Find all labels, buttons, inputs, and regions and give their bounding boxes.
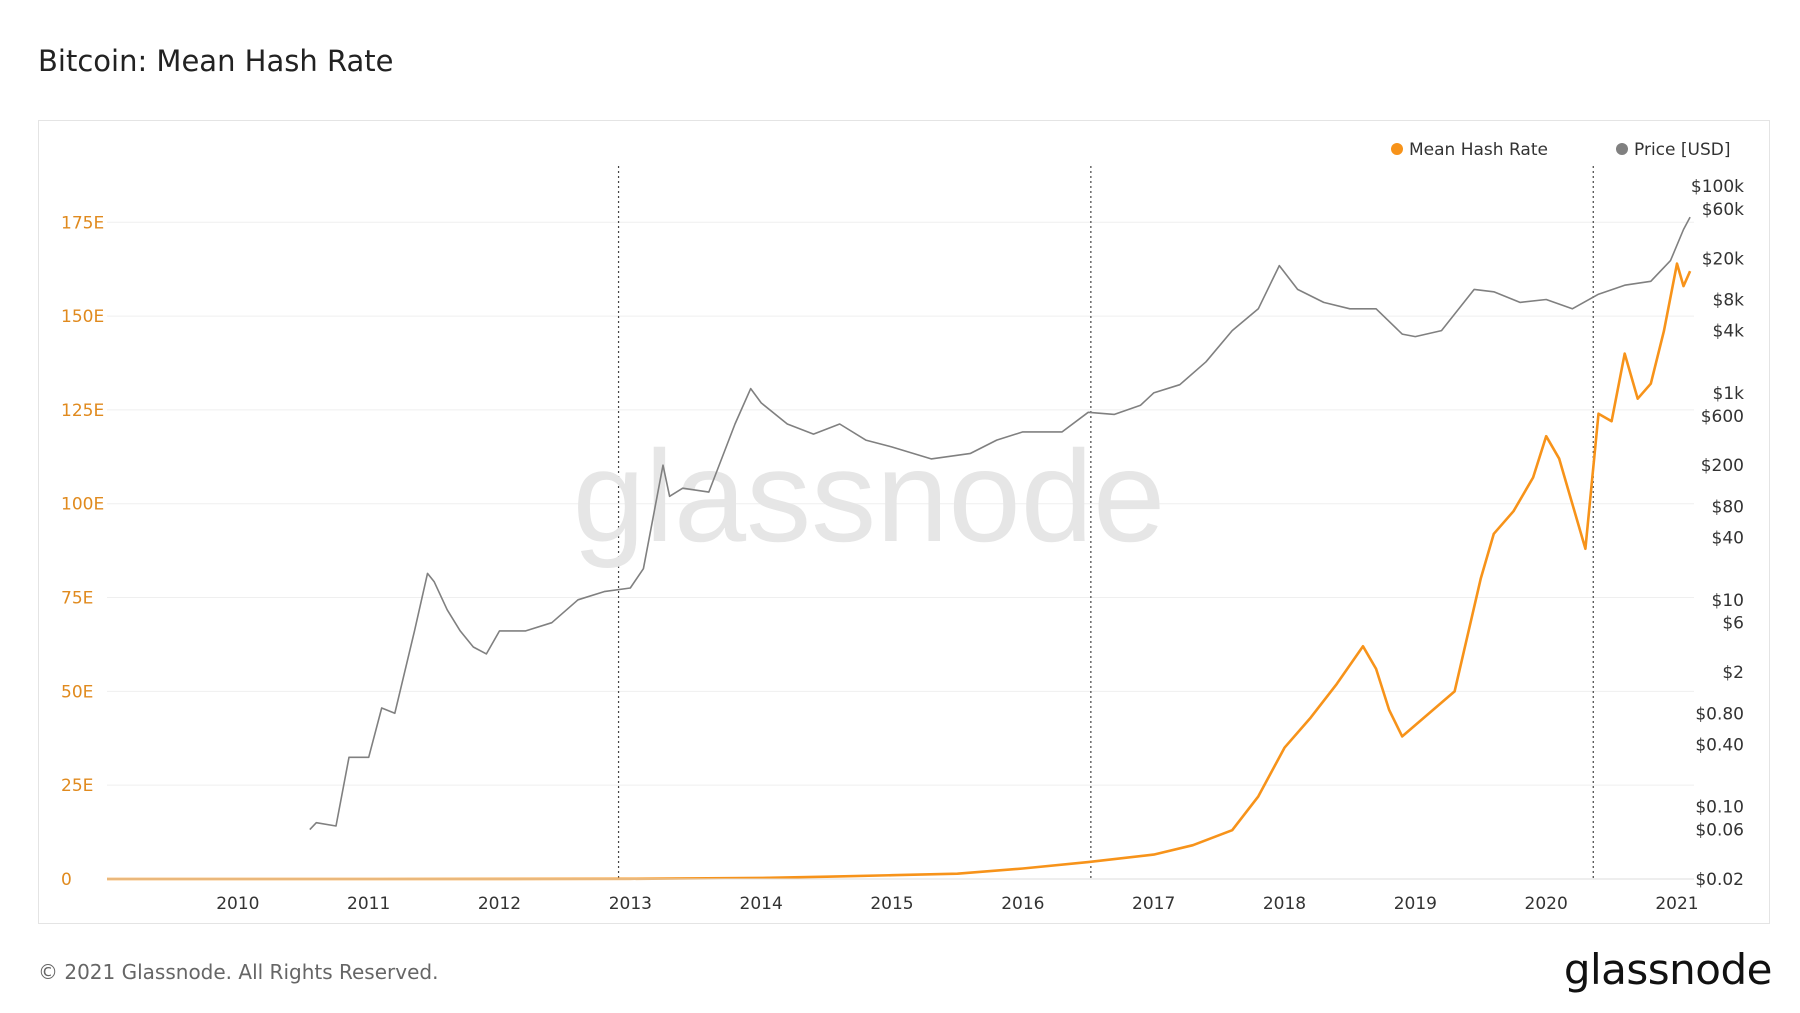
halving-markers — [617, 166, 1594, 879]
x-tick-label: 2021 — [1655, 894, 1698, 914]
y-right-tick-label: $10 — [1712, 591, 1744, 611]
x-tick-label: 2015 — [870, 894, 913, 914]
y-right-tick-label: $100k — [1691, 177, 1744, 197]
y-left-tick-label: 150E — [61, 307, 104, 327]
y-right-tick-label: $4k — [1713, 322, 1745, 342]
x-tick-label: 2020 — [1525, 894, 1568, 914]
x-tick-label: 2016 — [1001, 894, 1044, 914]
series-line-price-usd — [309, 216, 1691, 831]
y-right-tick-label: $0.02 — [1695, 870, 1744, 890]
y-left-tick-label: 100E — [61, 495, 104, 515]
y-right-tick-label: $20k — [1702, 249, 1744, 269]
y-left-tick-label: 0 — [61, 870, 72, 890]
brand-logo: glassnode — [1563, 945, 1773, 994]
x-tick-label: 2018 — [1263, 894, 1306, 914]
y-right-tick-label: $0.40 — [1695, 735, 1744, 755]
x-axis: 2010 2011 2012 2013 2014 2015 2016 2017 2018 2019… — [107, 878, 1699, 914]
y-right-tick-label: $0.80 — [1695, 704, 1744, 724]
y-right-tick-label: $0.06 — [1695, 821, 1744, 841]
y-axis-right: $100k $60k $20k $8k $4k $1k $600 $200 $80 $40 $10 $… — [1691, 177, 1744, 890]
x-tick-label: 2014 — [740, 894, 783, 914]
x-tick-label: 2013 — [609, 894, 652, 914]
y-right-tick-label: $1k — [1713, 384, 1745, 404]
series — [107, 216, 1692, 881]
y-left-tick-label: 75E — [61, 589, 93, 609]
legend: Mean Hash Rate Price [USD] — [1391, 140, 1730, 160]
y-left-tick-label: 175E — [61, 213, 104, 233]
legend-label: Price [USD] — [1634, 140, 1730, 160]
y-left-tick-label: 125E — [61, 401, 104, 421]
y-left-tick-label: 50E — [61, 682, 93, 702]
legend-label: Mean Hash Rate — [1409, 140, 1548, 160]
legend-swatch — [1391, 143, 1403, 155]
page-title: Bitcoin: Mean Hash Rate — [38, 44, 394, 78]
y-right-tick-label: $6 — [1722, 614, 1744, 634]
y-right-tick-label: $600 — [1701, 407, 1744, 427]
x-tick-label: 2019 — [1394, 894, 1437, 914]
legend-swatch — [1616, 143, 1628, 155]
x-tick-label: 2017 — [1132, 894, 1175, 914]
y-axis-left: 0 25E 50E 75E 100E 125E 150E 175E — [61, 213, 104, 890]
chart-frame: glassnode 0 25E 50E 75E 100E 125E 150E 175E $10… — [38, 120, 1770, 924]
watermark: glassnode — [573, 423, 1166, 569]
y-right-tick-label: $60k — [1702, 200, 1744, 220]
y-right-tick-label: $80 — [1712, 497, 1744, 517]
y-right-tick-label: $2 — [1722, 663, 1744, 683]
y-right-tick-label: $200 — [1701, 456, 1744, 476]
y-right-tick-label: $8k — [1713, 290, 1745, 310]
y-right-tick-label: $40 — [1712, 529, 1744, 549]
copyright: © 2021 Glassnode. All Rights Reserved. — [38, 960, 439, 984]
grid — [107, 221, 1694, 880]
y-right-tick-label: $0.10 — [1695, 798, 1744, 818]
x-tick-label: 2010 — [216, 894, 259, 914]
x-tick-label: 2012 — [478, 894, 521, 914]
series-line-mean-hash-rate — [107, 262, 1692, 881]
chart-svg: glassnode 0 25E 50E 75E 100E 125E 150E 175E $10… — [61, 140, 1744, 914]
y-left-tick-label: 25E — [61, 776, 93, 796]
x-tick-label: 2011 — [347, 894, 390, 914]
